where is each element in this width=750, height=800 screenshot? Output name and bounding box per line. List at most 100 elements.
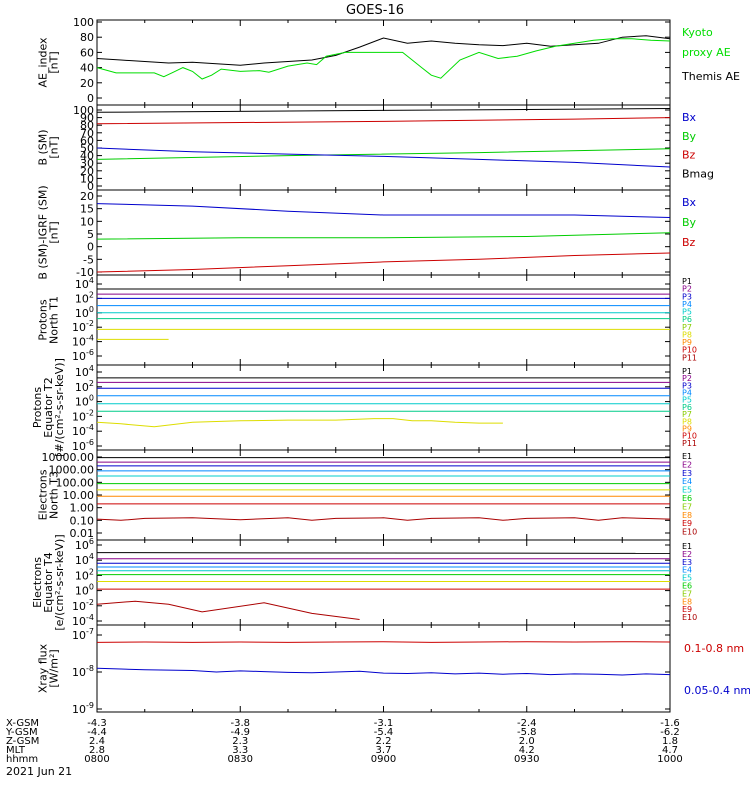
ytick-label: 106 (75, 537, 94, 552)
legend-entry: P5 (682, 308, 692, 317)
legend-entry: 0.1-0.8 nm (684, 642, 744, 655)
series-e10 (96, 517, 671, 521)
ylabel-line: Xray flux (37, 643, 50, 693)
ephemeris-table: X-GSM -4.3 -3.8 -3.1 -2.4 -1.6 Y-GSM -4.4 -4.9 -5… (5, 718, 683, 765)
ytick-label: 10 (80, 215, 94, 228)
ytick-label: 0 (87, 180, 94, 193)
ytick-label: 100 (75, 305, 94, 320)
legend-entry: E6 (682, 494, 692, 503)
ephem-value: 0900 (371, 754, 396, 765)
series-e1 (96, 552, 671, 554)
series-bx (96, 147, 671, 168)
ephem-value: 1.8 (662, 736, 678, 747)
ytick-label: 10.00 (63, 489, 95, 502)
legend-entry: Bmag (682, 167, 714, 180)
legend-entry: E9 (682, 519, 692, 528)
legend-entry: P2 (682, 374, 692, 383)
ytick-label: 0 (87, 241, 94, 254)
legend-entry: P8 (682, 417, 692, 426)
ytick-label: 10-4 (72, 334, 94, 349)
ephem-value: 2.0 (519, 736, 535, 747)
legend-entry: E2 (682, 550, 692, 559)
ephem-value: -3.1 (374, 718, 394, 729)
ylabel-line: [W/m²] (48, 649, 61, 687)
ephem-label: X-GSM (6, 718, 39, 729)
ephem-value: -5.4 (374, 727, 394, 738)
legend-entry: E6 (682, 582, 692, 591)
ephem-value: -4.3 (87, 718, 107, 729)
ytick-label: 10-4 (72, 423, 94, 438)
legend-entry: By (682, 130, 697, 143)
ytick-label: 20 (80, 77, 94, 90)
legend-entry: P1 (682, 277, 692, 286)
legend-entry: E10 (682, 528, 697, 537)
legend-entry: E8 (682, 597, 692, 606)
legend-entry: P6 (682, 315, 692, 324)
legend-entry: P11 (682, 439, 697, 448)
ytick-label: 40 (80, 62, 94, 75)
legend-entry: Bx (682, 196, 697, 209)
ephem-value: -4.4 (87, 727, 107, 738)
legend-entry: P10 (682, 432, 697, 441)
ytick-label: 10 (80, 172, 94, 185)
ytick-label: 50 (80, 142, 94, 155)
ytick-label: 100 (73, 16, 94, 29)
ytick-label: 40 (80, 150, 94, 163)
ytick-label: 0 (87, 92, 94, 105)
ytick-label: 0.01 (70, 527, 95, 540)
legend-entry: P4 (682, 300, 692, 309)
ytick-label: 100 (75, 583, 94, 598)
series-bx (96, 203, 671, 218)
legend-entry: E4 (682, 477, 692, 486)
legend-entry: P2 (682, 285, 692, 294)
ephem-value: 2.8 (89, 745, 105, 756)
legend-entry: P10 (682, 346, 697, 355)
ephem-label: hhmm (6, 754, 38, 765)
ephem-value: 3.3 (232, 745, 248, 756)
panel-ae: 0 20 40 60 80 100 AE_index[nT] Kyoto proxy AE The… (37, 16, 740, 106)
ytick-label: 102 (75, 379, 94, 394)
date-label: 2021 Jun 21 (6, 765, 72, 778)
ytick-label: 102 (75, 290, 94, 305)
series-0-05-0-4-nm (96, 667, 671, 676)
ytick-label: 100 (75, 394, 94, 409)
ytick-label: 104 (75, 276, 94, 291)
ylabel-line: B (SM)-IGRF (SM) (37, 185, 50, 279)
ephem-value: 1000 (657, 754, 682, 765)
ytick-label: 1000.00 (49, 464, 95, 477)
ytick-label: 10-7 (72, 627, 94, 642)
ytick-label: -10 (76, 266, 94, 279)
legend-entry: E9 (682, 605, 692, 614)
legend-entry: P3 (682, 381, 692, 390)
legend-entry: P6 (682, 403, 692, 412)
ytick-label: 102 (75, 567, 94, 582)
ephem-value: 2.3 (232, 736, 248, 747)
ytick-label: -5 (83, 253, 94, 266)
ylabel-line: Equator T2 (42, 377, 55, 437)
legend-entry: E4 (682, 566, 692, 575)
ylabel-line: Protons (37, 299, 50, 340)
ytick-label: 10000.00 (42, 451, 95, 464)
ephem-value: 0930 (514, 754, 539, 765)
ylabel-line: [nT] (48, 221, 61, 243)
ylabel-line: North T1 (48, 296, 61, 344)
ytick-label: 80 (80, 31, 94, 44)
ytick-label: 10-4 (72, 613, 94, 628)
legend-entry: P7 (682, 323, 692, 332)
series-themis-ae (96, 35, 671, 66)
legend-entry: Themis AE (681, 70, 740, 83)
ephem-value: 2.2 (376, 736, 392, 747)
ylabel-line: Electrons (37, 469, 50, 520)
ytick-label: 10-6 (72, 348, 94, 363)
ephem-value: 2.4 (89, 736, 105, 747)
legend-entry: P11 (682, 353, 697, 362)
ytick-label: 10-2 (72, 408, 94, 423)
legend-entry: E7 (682, 589, 692, 598)
series-p7 (96, 418, 503, 428)
ephem-label: Z-GSM (6, 736, 39, 747)
